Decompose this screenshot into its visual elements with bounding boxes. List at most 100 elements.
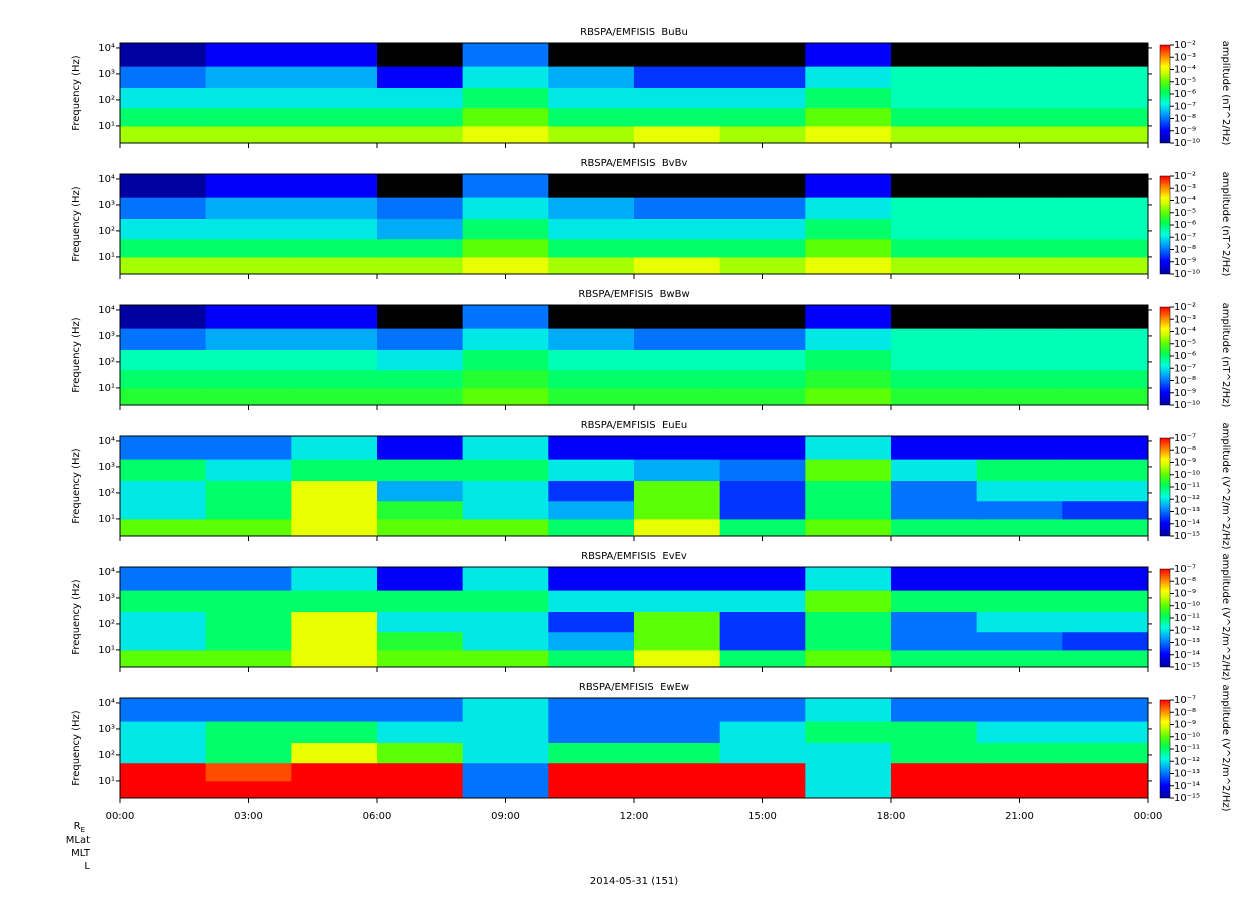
x-tick-label: 12:00 bbox=[620, 811, 649, 822]
panel-title: RBSPA/EMFISIS BwBw bbox=[578, 289, 689, 300]
spectrogram-cell bbox=[548, 349, 635, 371]
spectrogram-cell bbox=[205, 649, 292, 668]
colorbar-tick-label: 10⁻⁹ bbox=[1174, 126, 1196, 137]
spectrogram-cell bbox=[805, 387, 892, 406]
spectrogram-cell bbox=[120, 66, 207, 89]
spectrogram-cell bbox=[634, 87, 721, 109]
spectrogram-cell bbox=[634, 125, 721, 144]
spectrogram-cell bbox=[1062, 256, 1149, 275]
spectrogram-cell bbox=[719, 459, 806, 482]
spectrogram-cell bbox=[1062, 518, 1149, 537]
colorbar-tick-label: 10⁻⁵ bbox=[1174, 208, 1196, 219]
colorbar-tick-label: 10⁻⁴ bbox=[1174, 327, 1196, 338]
colorbar-tick-label: 10⁻¹⁴ bbox=[1174, 519, 1200, 530]
spectrogram-cell bbox=[548, 500, 635, 520]
spectrogram-cell bbox=[719, 107, 806, 127]
spectrogram-cell bbox=[205, 197, 292, 220]
spectrogram-cell bbox=[634, 107, 721, 127]
spectrogram-cell bbox=[120, 125, 207, 144]
spectrogram-cell bbox=[976, 742, 1063, 764]
spectrogram-cell bbox=[719, 721, 806, 744]
spectrogram-cell bbox=[120, 43, 207, 67]
y-tick-label: 10¹ bbox=[98, 252, 115, 263]
spectrogram-cell bbox=[377, 780, 464, 799]
spectrogram-cell bbox=[891, 174, 978, 198]
y-axis-label: Frequency (Hz) bbox=[71, 55, 82, 131]
spectrogram-cell bbox=[120, 256, 207, 275]
spectrogram-cell bbox=[976, 174, 1063, 198]
spectrogram-cell bbox=[1062, 480, 1149, 502]
spectrogram-cell bbox=[1062, 500, 1149, 520]
spectrogram-cell bbox=[205, 87, 292, 109]
spectrogram-cell bbox=[462, 369, 549, 389]
spectrogram-cell bbox=[205, 631, 292, 651]
spectrogram-cell bbox=[548, 436, 635, 460]
colorbar-tick-label: 10⁻¹² bbox=[1174, 625, 1200, 636]
spectrogram-cell bbox=[377, 436, 464, 460]
colorbar-tick-label: 10⁻¹⁴ bbox=[1174, 781, 1200, 792]
spectrogram-cell bbox=[377, 649, 464, 668]
spectrogram-cell bbox=[120, 328, 207, 351]
spectrogram-cell bbox=[976, 256, 1063, 275]
spectrogram-cell bbox=[634, 500, 721, 520]
spectrogram-cell bbox=[891, 762, 978, 782]
spectrogram-cell bbox=[634, 459, 721, 482]
ephemeris-label: RE bbox=[74, 821, 85, 834]
spectrogram-cell bbox=[976, 387, 1063, 406]
spectrogram-cell bbox=[976, 611, 1063, 633]
spectrogram-cell bbox=[719, 698, 806, 722]
spectrogram-cell bbox=[120, 387, 207, 406]
spectrogram-cell bbox=[1062, 197, 1149, 220]
colorbar-tick-label: 10⁻⁷ bbox=[1174, 564, 1196, 575]
spectrogram-cell bbox=[634, 218, 721, 240]
spectrogram-cell bbox=[805, 125, 892, 144]
spectrogram-cell bbox=[462, 66, 549, 89]
spectrogram-cell bbox=[462, 590, 549, 613]
spectrogram-cell bbox=[976, 500, 1063, 520]
spectrogram-cell bbox=[462, 87, 549, 109]
spectrogram-cell bbox=[719, 742, 806, 764]
spectrogram-cell bbox=[205, 387, 292, 406]
spectrogram-cell bbox=[976, 590, 1063, 613]
y-tick-label: 10³ bbox=[98, 200, 115, 211]
spectrogram-cell bbox=[120, 436, 207, 460]
spectrogram-cell bbox=[891, 66, 978, 89]
spectrogram-cell bbox=[1062, 649, 1149, 668]
spectrogram-cell bbox=[462, 238, 549, 258]
spectrogram-cell bbox=[291, 721, 378, 744]
spectrogram-cell bbox=[891, 125, 978, 144]
spectrogram-cell bbox=[634, 238, 721, 258]
spectrogram-cell bbox=[634, 174, 721, 198]
spectrogram-cell bbox=[634, 567, 721, 591]
spectrogram-cell bbox=[377, 631, 464, 651]
spectrogram-cell bbox=[548, 305, 635, 329]
spectrogram-cell bbox=[205, 762, 292, 782]
spectrogram-cell bbox=[891, 742, 978, 764]
spectrogram-cell bbox=[719, 349, 806, 371]
y-tick-label: 10³ bbox=[98, 69, 115, 80]
y-tick-label: 10¹ bbox=[98, 514, 115, 525]
spectrogram-cell bbox=[548, 721, 635, 744]
spectrogram-cell bbox=[719, 218, 806, 240]
spectrogram-cell bbox=[291, 87, 378, 109]
spectrogram-cell bbox=[976, 762, 1063, 782]
spectrogram-cell bbox=[719, 305, 806, 329]
spectrogram-cell bbox=[205, 305, 292, 329]
colorbar-tick-label: 10⁻¹⁵ bbox=[1174, 793, 1200, 804]
spectrogram-cell bbox=[805, 349, 892, 371]
spectrogram-cell bbox=[1062, 369, 1149, 389]
y-tick-label: 10⁴ bbox=[98, 567, 115, 578]
spectrogram-cell bbox=[891, 107, 978, 127]
spectrogram-cell bbox=[120, 369, 207, 389]
spectrogram-cell bbox=[120, 780, 207, 799]
spectrogram-cell bbox=[634, 698, 721, 722]
date-label: 2014-05-31 (151) bbox=[590, 876, 678, 887]
spectrogram-cell bbox=[462, 500, 549, 520]
spectrogram-cell bbox=[634, 197, 721, 220]
spectrogram-cell bbox=[205, 567, 292, 591]
ephemeris-label: MLT bbox=[71, 848, 91, 859]
spectrogram-cell bbox=[976, 218, 1063, 240]
spectrogram-cell bbox=[462, 567, 549, 591]
spectrogram-cell bbox=[548, 107, 635, 127]
spectrogram-cell bbox=[548, 174, 635, 198]
